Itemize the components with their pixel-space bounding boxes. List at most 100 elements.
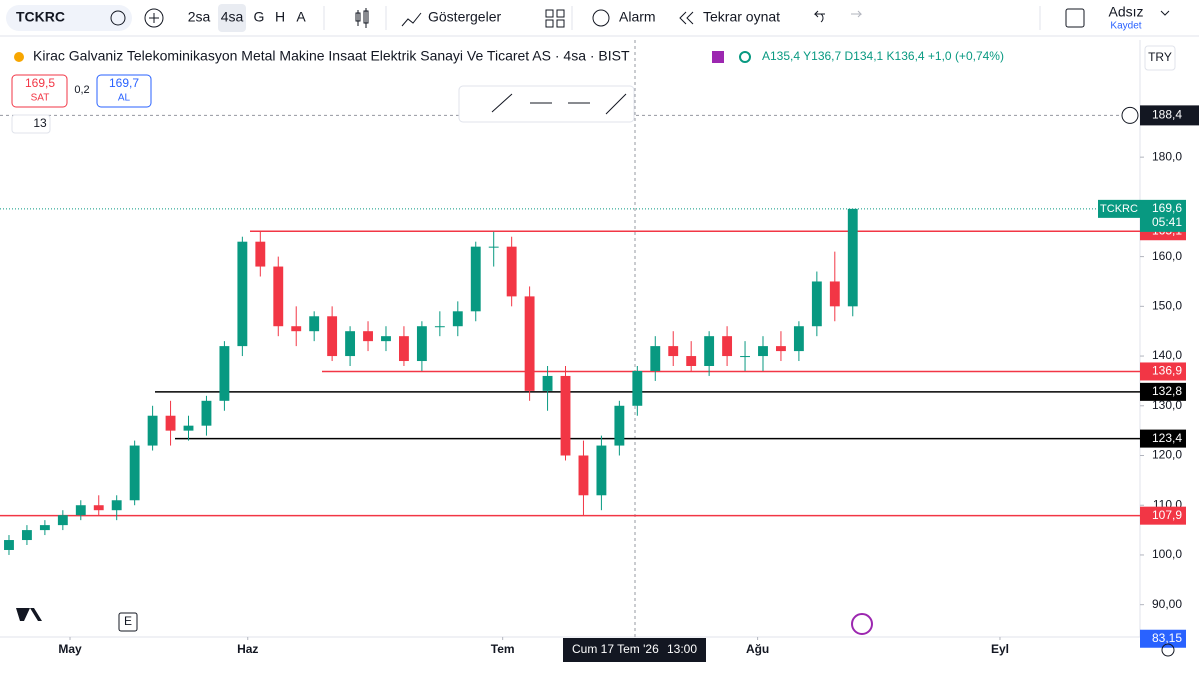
dropdown-icon[interactable] — [1160, 10, 1170, 16]
undo-button[interactable] — [813, 10, 825, 23]
candle-body — [363, 331, 373, 342]
alarm-icon[interactable] — [592, 9, 610, 27]
crosshair-time: 13:00 — [667, 642, 697, 656]
candle-body — [506, 246, 517, 297]
candle-body — [758, 346, 768, 357]
ohlc: A135,4 Y136,7 D134,1 K136,4 +1,0 (+0,74%… — [762, 49, 1004, 63]
crosshair-label-bg — [1140, 105, 1199, 126]
events-box — [118, 612, 138, 632]
symbol-search[interactable] — [6, 5, 132, 31]
interval[interactable]: G — [254, 9, 265, 25]
x-tick-label: Eyl — [991, 642, 1009, 656]
currency[interactable]: TRY — [1148, 50, 1172, 64]
candle-body — [668, 346, 679, 357]
candle-body — [93, 505, 104, 511]
replay-icon[interactable] — [679, 11, 694, 25]
market-status — [739, 51, 751, 63]
candle-body — [740, 356, 750, 358]
y-tick-label: 100,0 — [1152, 547, 1182, 561]
indicators-button[interactable]: Göstergeler — [428, 9, 501, 25]
layouts-button[interactable] — [545, 9, 565, 28]
tv-logo — [16, 608, 42, 621]
candle-body — [722, 336, 733, 357]
candle-body — [291, 326, 302, 332]
y-tick-label: 180,0 — [1152, 149, 1182, 163]
symbol-logo — [14, 52, 24, 62]
candle-body — [345, 331, 356, 357]
symbol-tag: TCKRC — [1100, 203, 1138, 215]
candle-body — [255, 241, 266, 267]
candle-body — [399, 336, 409, 362]
separator — [323, 6, 1041, 30]
redo-button[interactable] — [851, 10, 863, 18]
candle-body — [632, 370, 643, 406]
candle-body — [596, 445, 607, 496]
candle-body — [75, 505, 86, 516]
plus-icon — [149, 13, 159, 23]
chart-type-button[interactable] — [355, 8, 369, 28]
buy-label[interactable]: AL — [118, 93, 131, 104]
fullscreen-button[interactable] — [1065, 8, 1085, 28]
sell-label[interactable]: SAT — [31, 93, 50, 104]
candle-body — [237, 241, 248, 347]
toolbar: TCKRC 2sa 4sa G H A Göstergeler Alarm Te… — [0, 4, 1199, 37]
news-icon[interactable] — [851, 613, 873, 635]
y-tick-label: 90,00 — [1152, 597, 1182, 611]
sell-price[interactable]: 169,5 — [25, 76, 55, 90]
candle-body — [201, 400, 212, 426]
crosshair-date: Cum 17 Tem '26 — [572, 642, 659, 656]
symbol-icon[interactable] — [110, 10, 126, 26]
candle-body — [57, 515, 68, 526]
replay-button[interactable]: Tekrar oynat — [703, 9, 780, 25]
candle-body — [219, 346, 230, 401]
currency-button[interactable] — [1144, 45, 1176, 71]
candle-body — [273, 266, 284, 327]
crosshair-date-bg — [563, 638, 706, 662]
sell-button[interactable] — [11, 74, 68, 108]
legend: Kirac Galvaniz Telekominikasyon Metal Ma… — [11, 45, 1176, 657]
price-level-label-bg — [1140, 429, 1186, 448]
indicator-toggle[interactable] — [11, 114, 51, 134]
candle-body — [147, 415, 158, 446]
price-level-label: 107,9 — [1152, 508, 1182, 522]
candle-body — [111, 500, 122, 511]
x-tick-label: Haz — [237, 642, 258, 656]
candle-body — [309, 316, 320, 332]
settings-button[interactable] — [1161, 643, 1175, 657]
layout-name[interactable]: Adsız — [1108, 4, 1143, 20]
flag — [712, 51, 724, 63]
buy-price[interactable]: 169,7 — [109, 76, 139, 90]
spread: 0,2 — [74, 84, 89, 96]
countdown: 05:41 — [1152, 215, 1182, 229]
interval[interactable]: H — [275, 9, 285, 25]
price-level-label: 136,9 — [1152, 364, 1182, 378]
save-button[interactable]: Kaydet — [1110, 21, 1141, 32]
alarm-button[interactable]: Alarm — [619, 9, 656, 25]
candle-body — [811, 281, 822, 327]
candle-body — [686, 356, 697, 366]
candle-body — [21, 530, 32, 541]
candle-body — [165, 415, 176, 431]
y-tick-label: 120,0 — [1152, 448, 1182, 462]
line-tools[interactable] — [491, 93, 627, 115]
interval[interactable]: 2sa — [188, 9, 211, 25]
events-marker[interactable]: E — [124, 614, 132, 628]
candle-body — [488, 246, 499, 248]
symbol-title: Kirac Galvaniz Telekominikasyon Metal Ma… — [33, 48, 630, 64]
interval[interactable]: 4sa — [221, 9, 244, 25]
candle-body — [776, 346, 786, 352]
compare-button[interactable] — [144, 8, 164, 28]
x-tick-label: Tem — [491, 642, 515, 656]
indicators-icon[interactable] — [401, 12, 422, 27]
buy-button[interactable] — [96, 74, 152, 108]
interval[interactable]: A — [296, 9, 306, 25]
price-level-label-bg — [1140, 382, 1186, 401]
low-marker-bg — [1140, 629, 1186, 648]
symbol[interactable]: TCKRC — [16, 9, 65, 25]
candle-body — [381, 336, 391, 342]
plot: 90,00100,0110,0120,0130,0140,0150,0160,0… — [0, 40, 1199, 662]
candle-body — [829, 281, 840, 307]
indicator-count[interactable]: 13 — [33, 116, 47, 130]
price-level-label-bg — [1140, 506, 1186, 525]
